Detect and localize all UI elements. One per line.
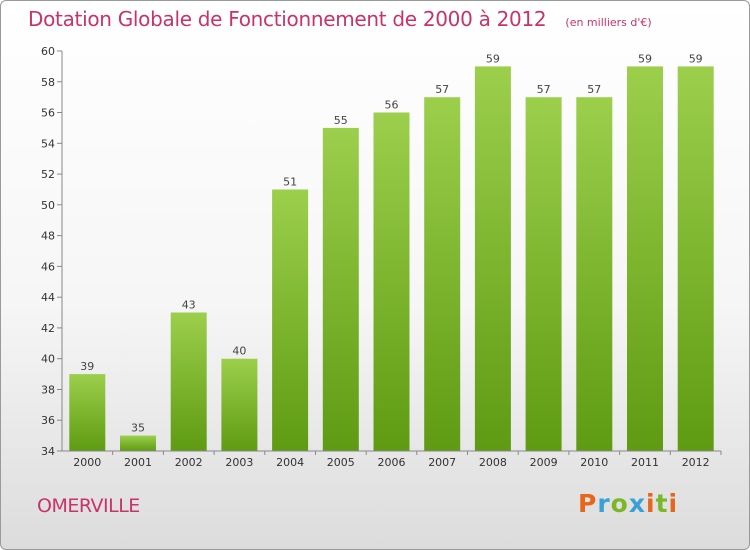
logo-letter: r — [597, 489, 611, 518]
bar-2001 — [120, 435, 156, 451]
x-tick-label: 2006 — [378, 456, 406, 469]
bar-value-label: 57 — [587, 83, 601, 96]
proxiti-logo: Proxiti — [578, 489, 678, 518]
y-tick-label: 46 — [41, 260, 55, 273]
bar-2008 — [474, 66, 511, 452]
x-tick-label: 2009 — [530, 456, 558, 469]
bar-2006 — [373, 112, 410, 451]
logo-letter: t — [655, 489, 669, 518]
bar-2003 — [221, 358, 258, 451]
bar-value-label: 56 — [385, 99, 399, 112]
y-tick-label: 50 — [41, 199, 55, 212]
y-tick-label: 58 — [41, 76, 55, 89]
bar-value-label: 59 — [638, 52, 652, 65]
x-tick-label: 2010 — [580, 456, 608, 469]
y-tick-label: 56 — [41, 107, 55, 120]
y-tick-label: 36 — [41, 414, 55, 427]
bar-value-label: 57 — [435, 83, 449, 96]
logo-letter: P — [578, 489, 598, 518]
bar-2005 — [322, 127, 359, 452]
bar-2000 — [69, 374, 106, 451]
y-tick-label: 54 — [41, 137, 55, 150]
logo-letter: i — [646, 489, 656, 518]
bar-value-label: 51 — [283, 176, 297, 189]
bar-2009 — [525, 97, 562, 451]
chart-title: Dotation Globale de Fonctionnement de 20… — [28, 7, 547, 31]
bar-2012 — [677, 66, 714, 452]
x-tick-label: 2011 — [631, 456, 659, 469]
y-tick-label: 52 — [41, 168, 55, 181]
chart-header: Dotation Globale de Fonctionnement de 20… — [28, 7, 652, 31]
x-tick-label: 2000 — [73, 456, 101, 469]
bar-value-label: 57 — [537, 83, 551, 96]
bar-2011 — [627, 66, 663, 452]
y-tick-label: 40 — [41, 353, 55, 366]
logo-letter: o — [610, 489, 629, 518]
y-tick-label: 38 — [41, 384, 55, 397]
y-tick-label: 42 — [41, 322, 55, 335]
y-tick-label: 48 — [41, 230, 55, 243]
bar-2007 — [424, 97, 461, 451]
bar-value-label: 39 — [80, 360, 94, 373]
x-tick-label: 2002 — [175, 456, 203, 469]
x-tick-label: 2012 — [682, 456, 710, 469]
y-tick-label: 60 — [41, 45, 55, 58]
bar-2010 — [576, 97, 613, 451]
bar-2004 — [272, 189, 309, 451]
bar-value-label: 55 — [334, 114, 348, 127]
x-tick-label: 2001 — [124, 456, 152, 469]
bar-2002 — [170, 312, 207, 451]
x-tick-label: 2008 — [479, 456, 507, 469]
bar-value-label: 43 — [182, 299, 196, 312]
chart-unit: (en milliers d'€) — [565, 16, 652, 29]
x-tick-label: 2007 — [428, 456, 456, 469]
y-tick-label: 44 — [41, 291, 55, 304]
x-tick-label: 2005 — [327, 456, 355, 469]
logo-letter: x — [628, 489, 646, 518]
bar-value-label: 35 — [131, 422, 145, 435]
y-tick-label: 34 — [41, 445, 55, 458]
logo-letter: i — [668, 489, 679, 518]
x-tick-label: 2004 — [276, 456, 304, 469]
bar-value-label: 40 — [232, 345, 246, 358]
bar-value-label: 59 — [689, 52, 703, 65]
city-name: OMERVILLE — [37, 495, 140, 517]
x-tick-label: 2003 — [225, 456, 253, 469]
bar-value-label: 59 — [486, 52, 500, 65]
